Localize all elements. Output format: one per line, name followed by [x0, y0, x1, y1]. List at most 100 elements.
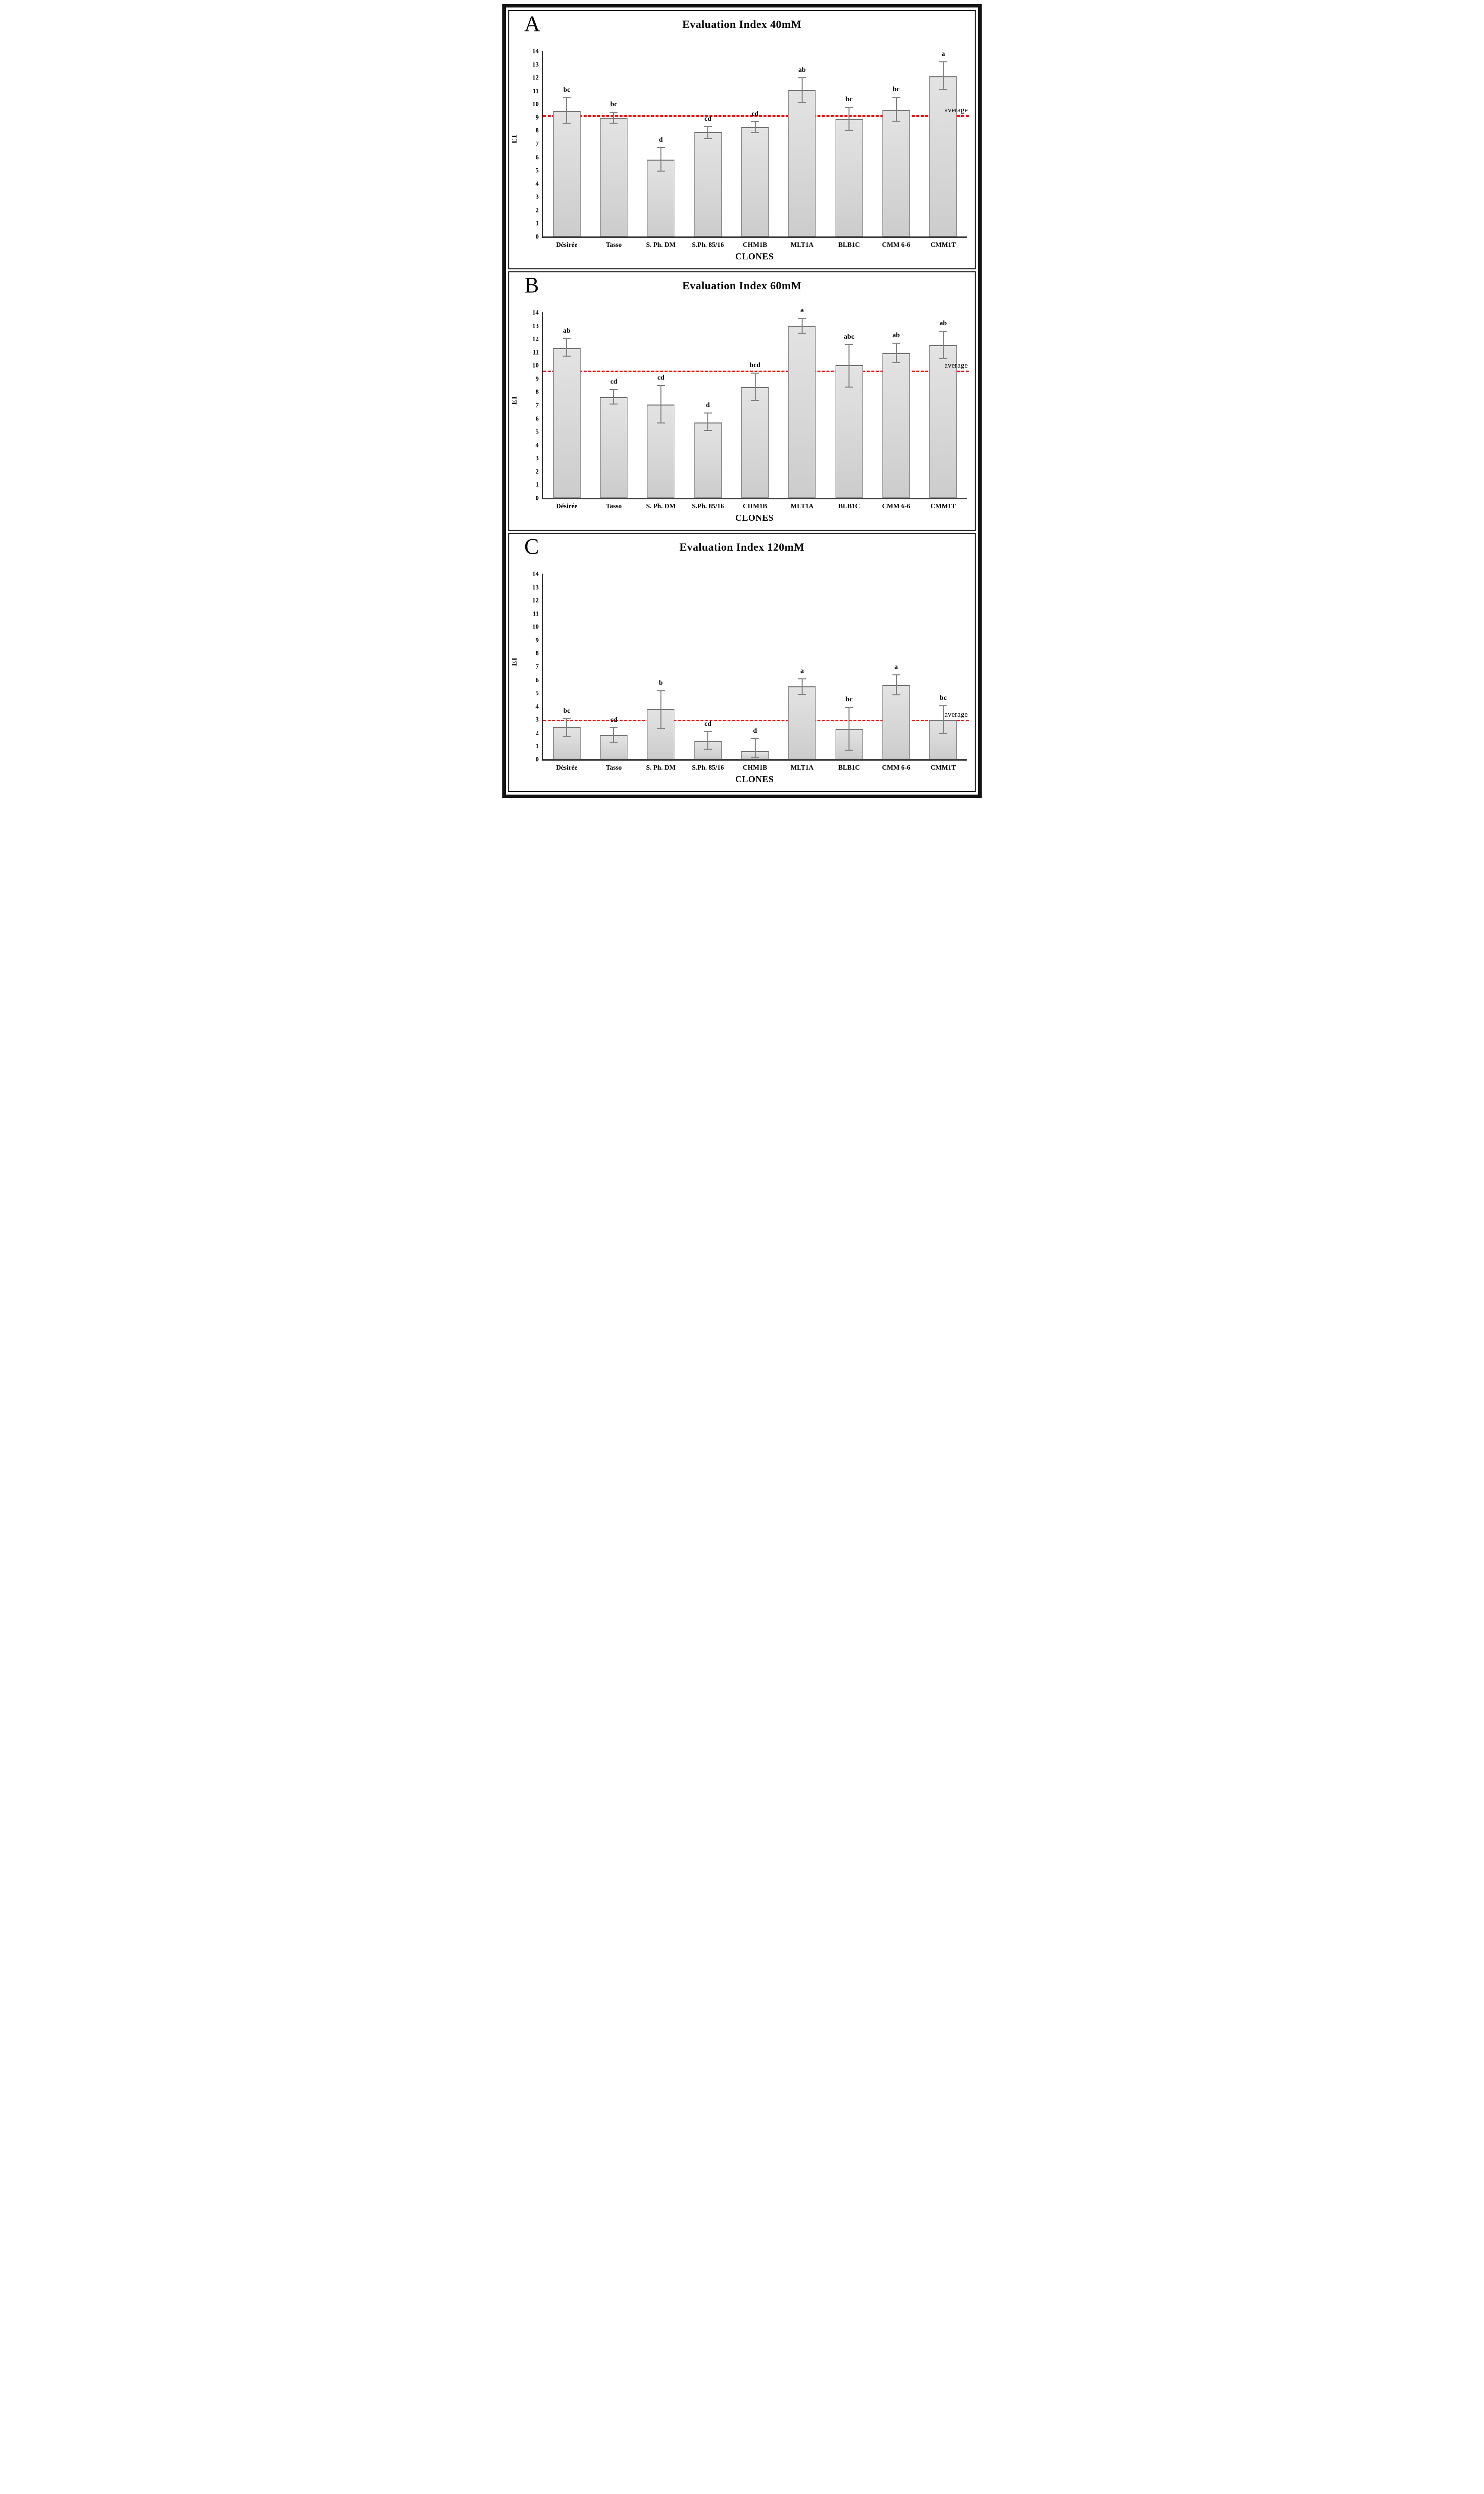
error-bar-cap-top [845, 106, 853, 108]
significance-letter: a [800, 667, 804, 675]
y-axis-title: EI [510, 396, 519, 405]
significance-letter: cd [704, 115, 712, 123]
significance-letter: bc [610, 101, 618, 109]
error-bar [939, 331, 947, 360]
y-axis-tick-label: 14 [532, 47, 539, 55]
error-bar-line [707, 731, 709, 750]
panel-letter: A [524, 11, 540, 36]
bar [647, 159, 675, 236]
x-axis-title: CLONES [735, 251, 774, 261]
x-axis-category-label: CHM1B [743, 241, 767, 248]
error-bar [563, 718, 571, 737]
error-bar [892, 674, 900, 696]
x-axis-category-label: S.Ph. 85/16 [692, 502, 724, 510]
error-bar-cap-top [939, 331, 947, 332]
y-axis-tick-label: 2 [535, 467, 539, 475]
error-bar-line [660, 385, 661, 424]
error-bar [704, 731, 712, 750]
bar [600, 735, 628, 759]
error-bar [656, 690, 665, 729]
bar [553, 348, 581, 498]
error-bar-cap-bottom [892, 362, 900, 364]
error-bar [656, 147, 665, 172]
error-bar-cap-top [939, 705, 947, 707]
y-axis-tick-label: 1 [535, 219, 539, 227]
error-bar-cap-top [939, 61, 947, 63]
error-bar-cap-bottom [798, 332, 806, 334]
significance-letter: bc [563, 86, 571, 94]
error-bar-line [707, 412, 709, 431]
x-axis-category-label: S.Ph. 85/16 [692, 241, 724, 248]
error-bar [610, 112, 618, 124]
error-bar-cap-top [704, 731, 712, 733]
error-bar [751, 121, 759, 133]
error-bar [656, 385, 665, 424]
error-bar-cap-top [704, 412, 712, 414]
significance-letter: bcd [749, 361, 761, 369]
y-axis-tick-label: 9 [535, 375, 539, 383]
error-bar-line [754, 738, 756, 758]
bar [553, 111, 581, 236]
x-axis-category-label: CHM1B [743, 502, 767, 510]
error-bar-cap-bottom [610, 123, 618, 124]
y-axis-tick-label: 4 [535, 702, 539, 710]
error-bar-cap-top [656, 385, 665, 387]
panel-letter: B [524, 273, 539, 297]
error-bar-cap-top [610, 727, 618, 729]
significance-letter: d [658, 136, 663, 144]
significance-letter: cd [751, 110, 759, 118]
y-axis-title: EI [510, 134, 519, 144]
bar [788, 325, 816, 498]
error-bar-cap-bottom [751, 757, 759, 758]
error-bar-cap-bottom [845, 387, 853, 388]
significance-letter: ab [939, 320, 947, 328]
bar [929, 76, 957, 236]
error-bar-cap-top [845, 344, 853, 345]
error-bar-cap-bottom [656, 727, 665, 729]
x-axis-category-label: S. Ph. DM [646, 502, 676, 510]
plot-area: average 0 1 2 3 4 5 6 7 8 9 10 11 12 13 14 ab Désirée cd T… [532, 307, 969, 509]
x-axis-category-label: MLT1A [790, 502, 814, 510]
significance-letter: a [800, 306, 804, 314]
error-bar-cap-top [892, 96, 900, 98]
error-bar-cap-bottom [845, 130, 853, 131]
significance-letter: bc [846, 95, 853, 103]
significance-letter: ab [798, 66, 806, 74]
y-axis-tick-label: 0 [535, 494, 539, 502]
error-bar-cap-top [704, 126, 712, 128]
x-axis-category-label: CHM1B [743, 764, 767, 771]
error-bar-line [895, 96, 897, 122]
error-bar [845, 707, 853, 751]
error-bar-cap-top [892, 343, 900, 344]
y-axis-title: EI [510, 657, 519, 666]
error-bar-cap-top [751, 121, 759, 122]
average-line [543, 115, 969, 117]
error-bar-cap-top [610, 112, 618, 113]
error-bar-line [801, 317, 803, 334]
error-bar-cap-bottom [610, 741, 618, 743]
error-bar-line [801, 678, 803, 695]
significance-letter: d [706, 401, 710, 409]
error-bar-line [942, 331, 944, 360]
x-axis-category-label: CMM1T [930, 241, 956, 248]
x-axis-category-label: CMM 6-6 [882, 502, 910, 510]
x-axis-category-label: BLB1C [838, 764, 860, 771]
error-bar-cap-top [892, 674, 900, 675]
error-bar [845, 344, 853, 388]
error-bar [563, 338, 571, 357]
significance-letter: bc [846, 696, 853, 704]
error-bar [798, 317, 806, 334]
bar [929, 345, 957, 498]
significance-letter: bc [892, 85, 900, 93]
significance-letter: b [658, 679, 663, 687]
y-axis-tick-label: 9 [535, 636, 539, 644]
error-bar-line [942, 705, 944, 734]
y-axis-tick-label: 1 [535, 480, 539, 488]
bar [741, 127, 769, 236]
average-line [543, 720, 969, 722]
error-bar-cap-bottom [704, 138, 712, 139]
error-bar-cap-bottom [563, 123, 571, 124]
significance-letter: a [941, 50, 945, 58]
error-bar [704, 126, 712, 139]
